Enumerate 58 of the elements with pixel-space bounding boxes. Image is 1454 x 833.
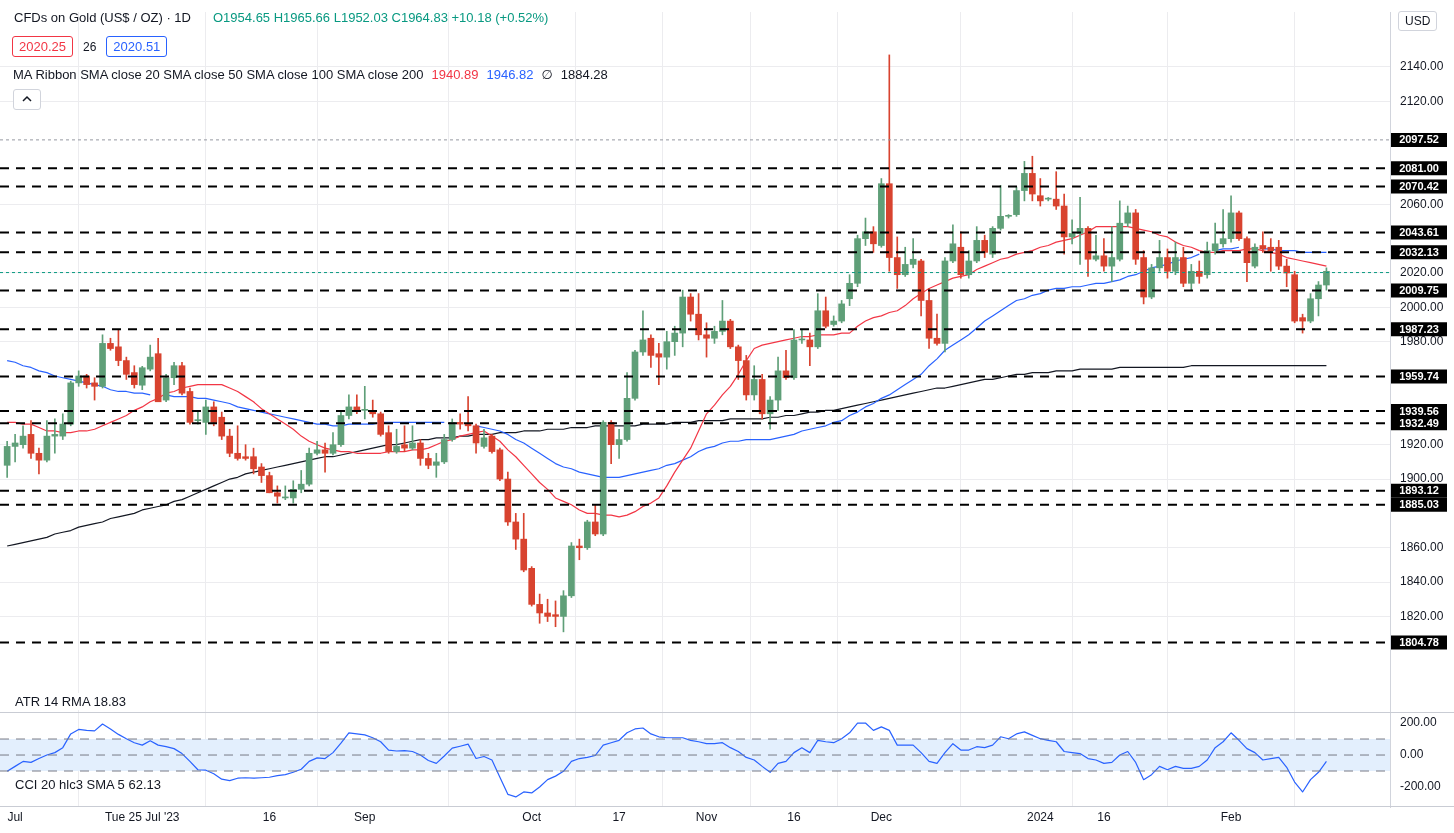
y-tick-label: -200.00	[1400, 779, 1442, 794]
ref-line-label: 2043.61	[1399, 225, 1439, 238]
y-tick-label: 2120.00	[1400, 93, 1444, 108]
x-tick-label: 2024	[1026, 809, 1054, 824]
ref-line-label: 1885.03	[1399, 498, 1439, 511]
y-tick-label: 1980.00	[1400, 333, 1444, 348]
annotation: 2020.25	[12, 36, 73, 57]
annotation: 2020.51	[106, 36, 168, 57]
candlestick	[615, 428, 623, 459]
x-tick-label: Feb	[1220, 809, 1242, 824]
y-tick-label: 2060.00	[1400, 196, 1444, 211]
ref-line-label: 1893.12	[1399, 484, 1439, 497]
x-tick-label: Tue 25 Jul '23	[104, 809, 180, 824]
y-tick-label: 1840.00	[1400, 574, 1444, 589]
x-tick-label: Oct	[522, 809, 542, 824]
y-tick-label: 2020.00	[1400, 265, 1444, 280]
ref-line-label: 2009.75	[1399, 284, 1439, 297]
ref-line-label: 2097.52	[1399, 133, 1439, 146]
x-tick-label: 17	[612, 809, 627, 824]
annotation: 1884.28	[560, 67, 608, 82]
y-tick-label: 0.00	[1400, 747, 1424, 762]
annotation: 1940.89	[431, 67, 479, 82]
ref-line-label: 1959.74	[1399, 369, 1440, 382]
y-tick-label: 1820.00	[1400, 608, 1444, 623]
candlestick	[1219, 209, 1227, 248]
ref-line-label: 2032.13	[1399, 245, 1439, 258]
x-tick-label: Nov	[695, 809, 718, 824]
y-tick-label: 1900.00	[1400, 471, 1444, 486]
y-tick-label: 2140.00	[1400, 59, 1444, 74]
text: USD	[1398, 11, 1438, 31]
y-tick-label: 1920.00	[1400, 437, 1444, 452]
x-tick-label: 16	[262, 809, 277, 824]
ref-line-label: 1932.49	[1399, 416, 1439, 429]
annotation: ∅	[541, 67, 553, 82]
ref-line-label: 1804.78	[1399, 636, 1439, 649]
y-tick-label: 1860.00	[1400, 540, 1444, 555]
annotation: 26	[83, 40, 97, 54]
annotation: MA Ribbon SMA close 20 SMA close 50 SMA close 100 SMA close 200	[13, 67, 424, 82]
ref-line-label: 1987.23	[1399, 322, 1439, 335]
annotation: 1946.82	[486, 67, 534, 82]
ref-line-label: 2081.00	[1399, 161, 1439, 174]
text: CCI 20 hlc3 SMA 5 62.13	[14, 776, 162, 793]
x-tick-label: Dec	[870, 809, 893, 824]
x-tick-label: 16	[787, 809, 801, 824]
annotation: ATR 14 RMA 18.83	[13, 693, 129, 710]
x-tick-label: 16	[1097, 809, 1111, 824]
candlestick	[933, 313, 941, 346]
ref-line-label: 2070.42	[1399, 179, 1439, 192]
x-tick-label: Sep	[354, 809, 376, 824]
y-tick-label: 200.00	[1400, 715, 1438, 730]
ref-line-label: 1939.56	[1399, 404, 1439, 417]
chart-title: CFDs on Gold (US$ / OZ) · 1D	[14, 10, 191, 25]
candlestick	[1052, 171, 1060, 210]
chart-subtitle: O1954.65 H1965.66 L1952.03 C1964.83 +10.18 (+0.52%)	[212, 10, 549, 25]
y-tick-label: 2000.00	[1400, 299, 1444, 314]
candlestick	[361, 385, 369, 420]
x-tick-label: Jul	[7, 809, 23, 824]
candlestick	[432, 452, 440, 478]
